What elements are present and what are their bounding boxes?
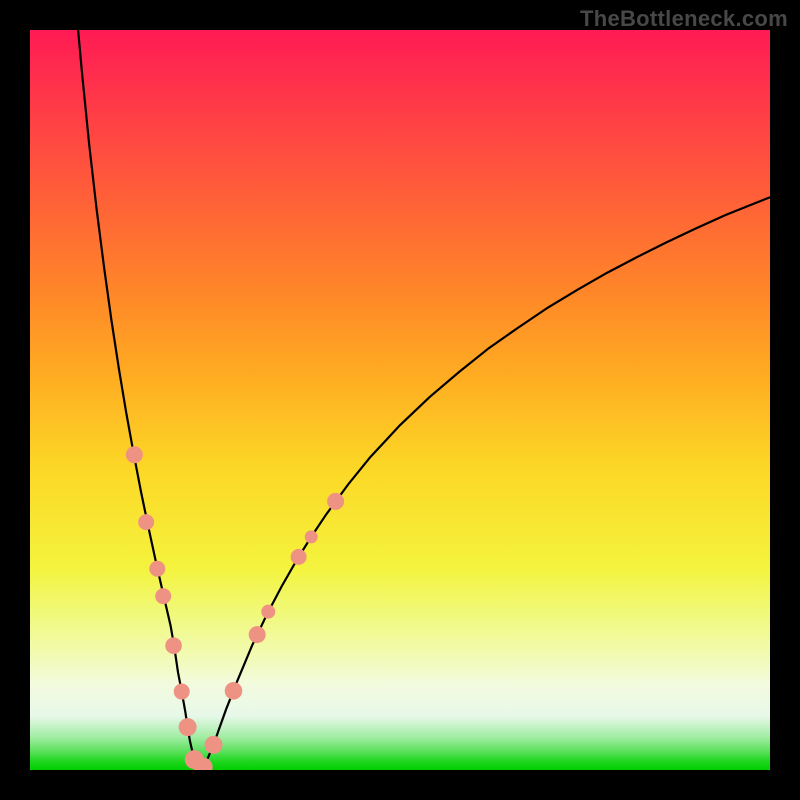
marker-dot [305, 530, 318, 543]
marker-dot [179, 718, 197, 736]
marker-dot [149, 561, 165, 577]
marker-dot [126, 446, 143, 463]
marker-dot [327, 493, 344, 510]
bottleneck-curve [78, 30, 770, 770]
chart-svg [30, 30, 770, 770]
marker-dot [174, 684, 190, 700]
marker-dot [291, 549, 307, 565]
marker-dot [205, 736, 223, 754]
marker-dot [155, 588, 171, 604]
marker-dot [225, 682, 243, 700]
watermark-text: TheBottleneck.com [580, 6, 788, 32]
marker-group [126, 446, 344, 770]
marker-dot [165, 637, 182, 654]
marker-dot [249, 626, 266, 643]
marker-dot [138, 514, 154, 530]
plot-area [30, 30, 770, 770]
marker-dot [261, 605, 275, 619]
